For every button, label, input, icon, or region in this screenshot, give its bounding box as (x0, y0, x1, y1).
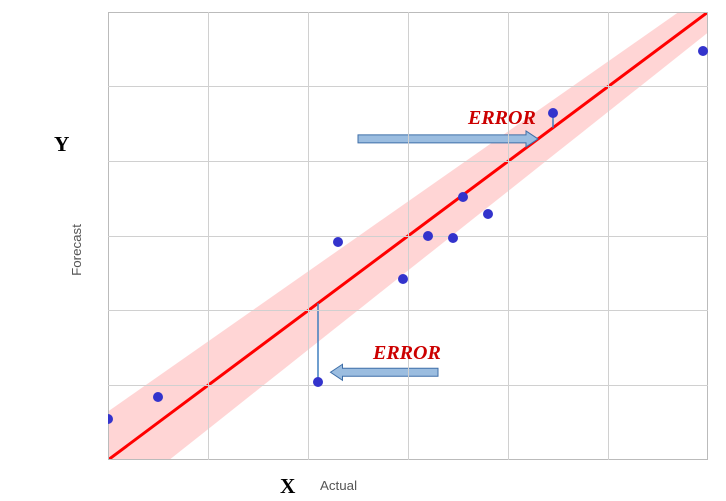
annotation-arrow (358, 131, 538, 147)
annotation-arrow (331, 364, 439, 380)
y-axis-label-small-text: Forecast (69, 224, 84, 276)
y-axis-label-small: Forecast (69, 224, 84, 276)
grid-line-horizontal (108, 310, 708, 311)
data-point (448, 233, 458, 243)
grid-line-horizontal (108, 161, 708, 162)
x-axis-label-small: Actual (320, 478, 357, 493)
y-axis-label-bold-text: Y (54, 132, 69, 156)
data-point (458, 192, 468, 202)
plot-area: ERROR ERROR (108, 12, 708, 460)
y-axis-label-bold: Y (54, 132, 69, 157)
data-point (153, 392, 163, 402)
x-axis-label-small-text: Actual (320, 478, 357, 493)
data-point (548, 108, 558, 118)
regression-scatter-figure: ERROR ERROR Y Forecast X Actual (0, 0, 726, 501)
data-point (108, 414, 113, 424)
data-point (313, 377, 323, 387)
error-label: ERROR (373, 342, 441, 365)
data-point (333, 237, 343, 247)
data-point (423, 231, 433, 241)
data-point (698, 46, 708, 56)
x-axis-label-bold: X (280, 474, 295, 499)
grid-line-horizontal (108, 385, 708, 386)
data-point (398, 274, 408, 284)
x-axis-label-bold-text: X (280, 474, 295, 498)
error-label: ERROR (468, 107, 536, 130)
data-point (483, 209, 493, 219)
grid-line-horizontal (108, 236, 708, 237)
grid-line-horizontal (108, 86, 708, 87)
